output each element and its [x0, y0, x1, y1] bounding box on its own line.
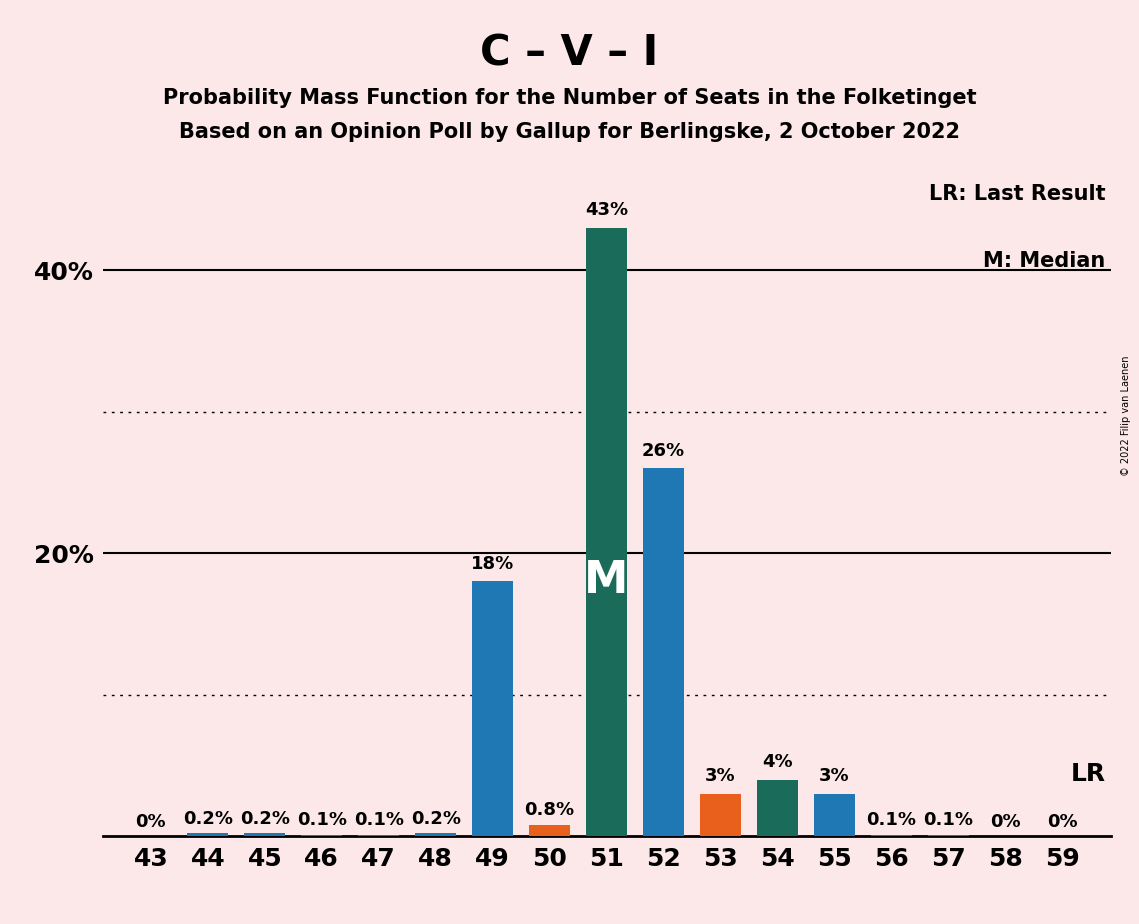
Text: © 2022 Filip van Laenen: © 2022 Filip van Laenen	[1121, 356, 1131, 476]
Text: Probability Mass Function for the Number of Seats in the Folketinget: Probability Mass Function for the Number…	[163, 88, 976, 108]
Text: 0.1%: 0.1%	[354, 811, 403, 829]
Bar	[700, 794, 741, 836]
Text: LR: Last Result: LR: Last Result	[929, 184, 1106, 204]
Text: 0%: 0%	[990, 812, 1021, 831]
Bar	[245, 833, 286, 836]
Bar	[814, 794, 855, 836]
Text: 0.1%: 0.1%	[297, 811, 346, 829]
Text: 0%: 0%	[1047, 812, 1077, 831]
Text: 4%: 4%	[762, 753, 793, 772]
Text: M: Median: M: Median	[983, 250, 1106, 271]
Text: LR: LR	[1071, 762, 1106, 786]
Bar	[302, 834, 343, 836]
Text: 3%: 3%	[819, 767, 850, 785]
Text: 0%: 0%	[136, 812, 166, 831]
Bar	[359, 834, 400, 836]
Bar	[928, 834, 969, 836]
Bar	[587, 227, 628, 836]
Text: 26%: 26%	[642, 442, 685, 460]
Text: 0.2%: 0.2%	[183, 809, 232, 828]
Text: 18%: 18%	[472, 555, 514, 573]
Text: 0.2%: 0.2%	[240, 809, 289, 828]
Text: 43%: 43%	[585, 201, 628, 219]
Text: 0.1%: 0.1%	[924, 811, 973, 829]
Bar	[473, 581, 514, 836]
Bar	[644, 468, 685, 836]
Text: M: M	[584, 559, 629, 602]
Text: C – V – I: C – V – I	[481, 32, 658, 74]
Bar	[188, 833, 229, 836]
Text: 3%: 3%	[705, 767, 736, 785]
Bar	[871, 834, 912, 836]
Text: 0.1%: 0.1%	[867, 811, 916, 829]
Text: Based on an Opinion Poll by Gallup for Berlingske, 2 October 2022: Based on an Opinion Poll by Gallup for B…	[179, 122, 960, 142]
Bar	[416, 833, 457, 836]
Text: 0.8%: 0.8%	[524, 801, 575, 820]
Text: 0.2%: 0.2%	[411, 809, 460, 828]
Bar	[530, 825, 571, 836]
Bar	[757, 780, 798, 836]
